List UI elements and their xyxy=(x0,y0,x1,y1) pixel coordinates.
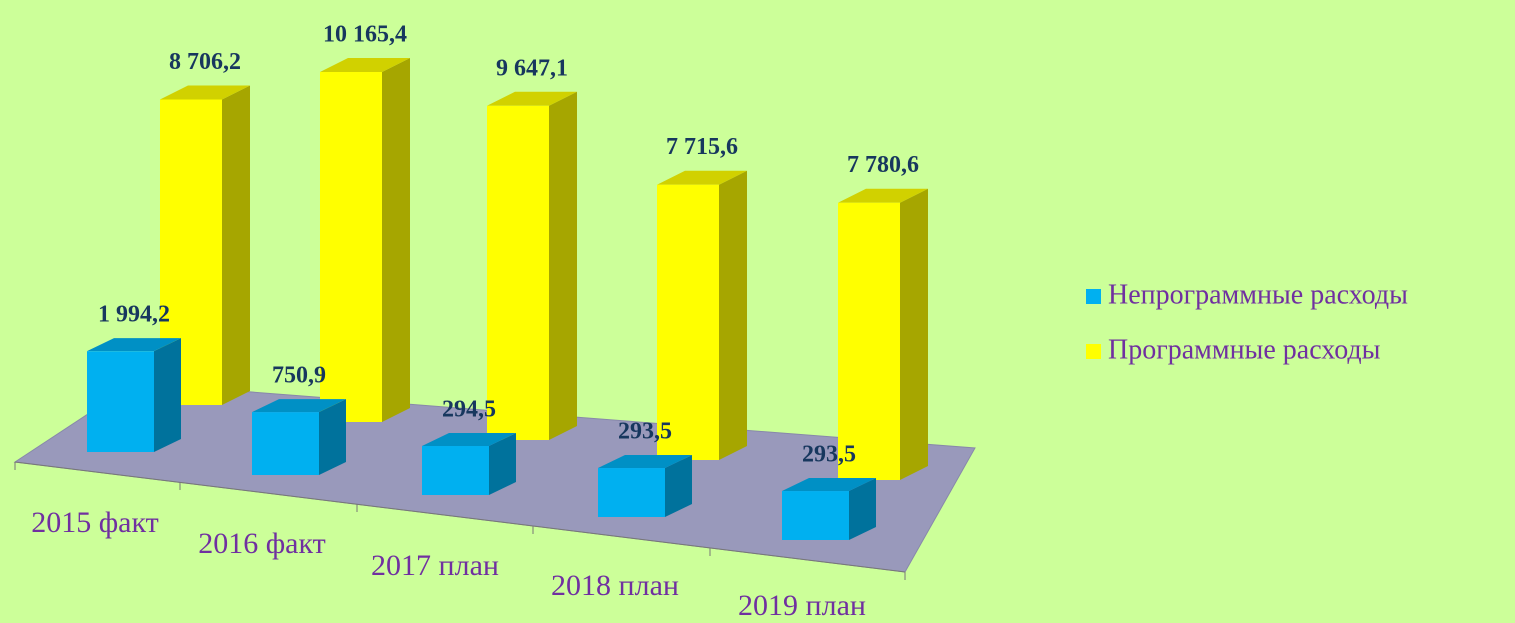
bar-side xyxy=(719,170,747,460)
bar-top xyxy=(252,399,346,413)
bar xyxy=(657,170,747,460)
bar xyxy=(320,58,410,422)
bar-side xyxy=(319,399,346,475)
bar-top xyxy=(838,188,928,203)
data-label: 1 994,2 xyxy=(98,302,170,328)
bar-top xyxy=(598,455,692,469)
x-tick-label: 2019 план xyxy=(738,589,866,622)
data-label: 750,9 xyxy=(272,363,326,389)
bar-front xyxy=(838,202,900,481)
data-label: 10 165,4 xyxy=(323,22,407,48)
x-tick-label: 2015 факт xyxy=(31,506,159,539)
bar xyxy=(87,338,181,452)
bar-top xyxy=(320,58,410,72)
data-label: 7 780,6 xyxy=(847,152,919,178)
bar-front xyxy=(598,468,665,517)
x-tick-label: 2018 план xyxy=(551,569,679,602)
bar-top xyxy=(657,170,747,185)
bar-side xyxy=(549,91,577,440)
bar-top xyxy=(422,433,516,447)
legend-label: Программные расходы xyxy=(1108,334,1381,365)
bar xyxy=(598,455,692,517)
data-label: 293,5 xyxy=(618,419,672,445)
data-label: 293,5 xyxy=(802,442,856,468)
bar-front xyxy=(487,105,549,440)
data-label: 8 706,2 xyxy=(169,49,241,75)
legend-swatch xyxy=(1086,344,1101,359)
data-label: 294,5 xyxy=(442,397,496,423)
bar-top xyxy=(87,338,181,352)
bar xyxy=(252,399,346,475)
data-label: 9 647,1 xyxy=(496,55,568,81)
legend-swatch xyxy=(1086,289,1101,304)
bar-side xyxy=(222,85,250,406)
bar-front xyxy=(422,446,489,495)
bar xyxy=(838,188,928,481)
bar-front xyxy=(320,72,382,422)
bar-side xyxy=(154,338,181,452)
bar-front xyxy=(782,491,849,540)
bar-side xyxy=(489,433,516,495)
bar-front xyxy=(252,412,319,475)
bar xyxy=(782,478,876,540)
x-tick-label: 2016 факт xyxy=(198,527,326,560)
bar-side xyxy=(382,58,410,422)
bar-top xyxy=(782,478,876,492)
legend-label: Непрограммные расходы xyxy=(1108,279,1408,310)
bar-top xyxy=(160,85,250,100)
axis-ticks xyxy=(14,461,906,580)
bar-side xyxy=(849,478,876,540)
data-label: 7 715,6 xyxy=(666,134,738,160)
bar-front xyxy=(657,184,719,460)
bar-side xyxy=(665,455,692,517)
bar-top xyxy=(487,91,577,106)
x-tick-label: 2017 план xyxy=(371,549,499,582)
bar xyxy=(487,91,577,440)
bar xyxy=(422,433,516,495)
bar-front xyxy=(87,351,154,452)
bar-side xyxy=(900,188,928,481)
